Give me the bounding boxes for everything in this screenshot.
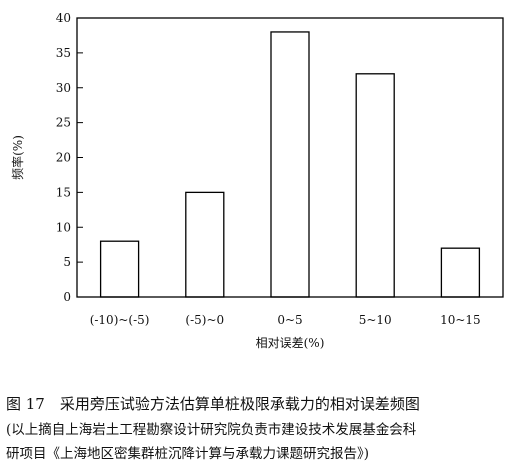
y-tick-label: 25 <box>56 116 71 130</box>
figure-source-line-1: (以上摘自上海岩土工程勘察设计研究院负责市建设技术发展基金会科 <box>6 422 417 438</box>
y-axis-ticks: 0 5 10 15 20 25 30 35 40 <box>56 11 83 304</box>
x-axis-categories: (-10)~(-5) (-5)~0 0~5 5~10 10~15 <box>90 313 481 327</box>
y-tick-label: 10 <box>56 220 71 234</box>
y-tick-label: 20 <box>56 151 71 165</box>
figure-caption: 图 17 采用旁压试验方法估算单桩极限承载力的相对误差频图 <box>6 395 420 413</box>
x-axis-label: 相对误差(%) <box>256 336 325 350</box>
y-tick-label: 30 <box>56 81 71 95</box>
bars <box>99 31 481 298</box>
bar <box>440 247 481 298</box>
bar <box>355 73 395 298</box>
x-category-label: (-5)~0 <box>185 313 224 327</box>
relative-error-frequency-chart: 0 5 10 15 20 25 30 35 40 (-10)~(-5) (-5)~0 0~5 5~10… <box>10 11 504 350</box>
bar <box>185 191 225 298</box>
y-tick-label: 15 <box>56 185 71 199</box>
x-category-label: 10~15 <box>440 313 481 327</box>
bar <box>99 240 140 298</box>
bar <box>270 31 310 298</box>
figure-source-line-2: 研项目《上海地区密集群桩沉降计算与承载力课题研究报告》) <box>6 446 370 462</box>
x-category-label: (-10)~(-5) <box>90 313 150 327</box>
y-tick-label: 5 <box>63 255 71 269</box>
y-axis-label: 频率(%) <box>10 135 25 180</box>
plot-frame <box>76 17 504 298</box>
y-tick-label: 40 <box>56 11 71 25</box>
x-category-label: 0~5 <box>277 313 302 327</box>
x-category-label: 5~10 <box>359 313 392 327</box>
y-tick-label: 35 <box>56 46 71 60</box>
y-tick-label: 0 <box>63 290 71 304</box>
